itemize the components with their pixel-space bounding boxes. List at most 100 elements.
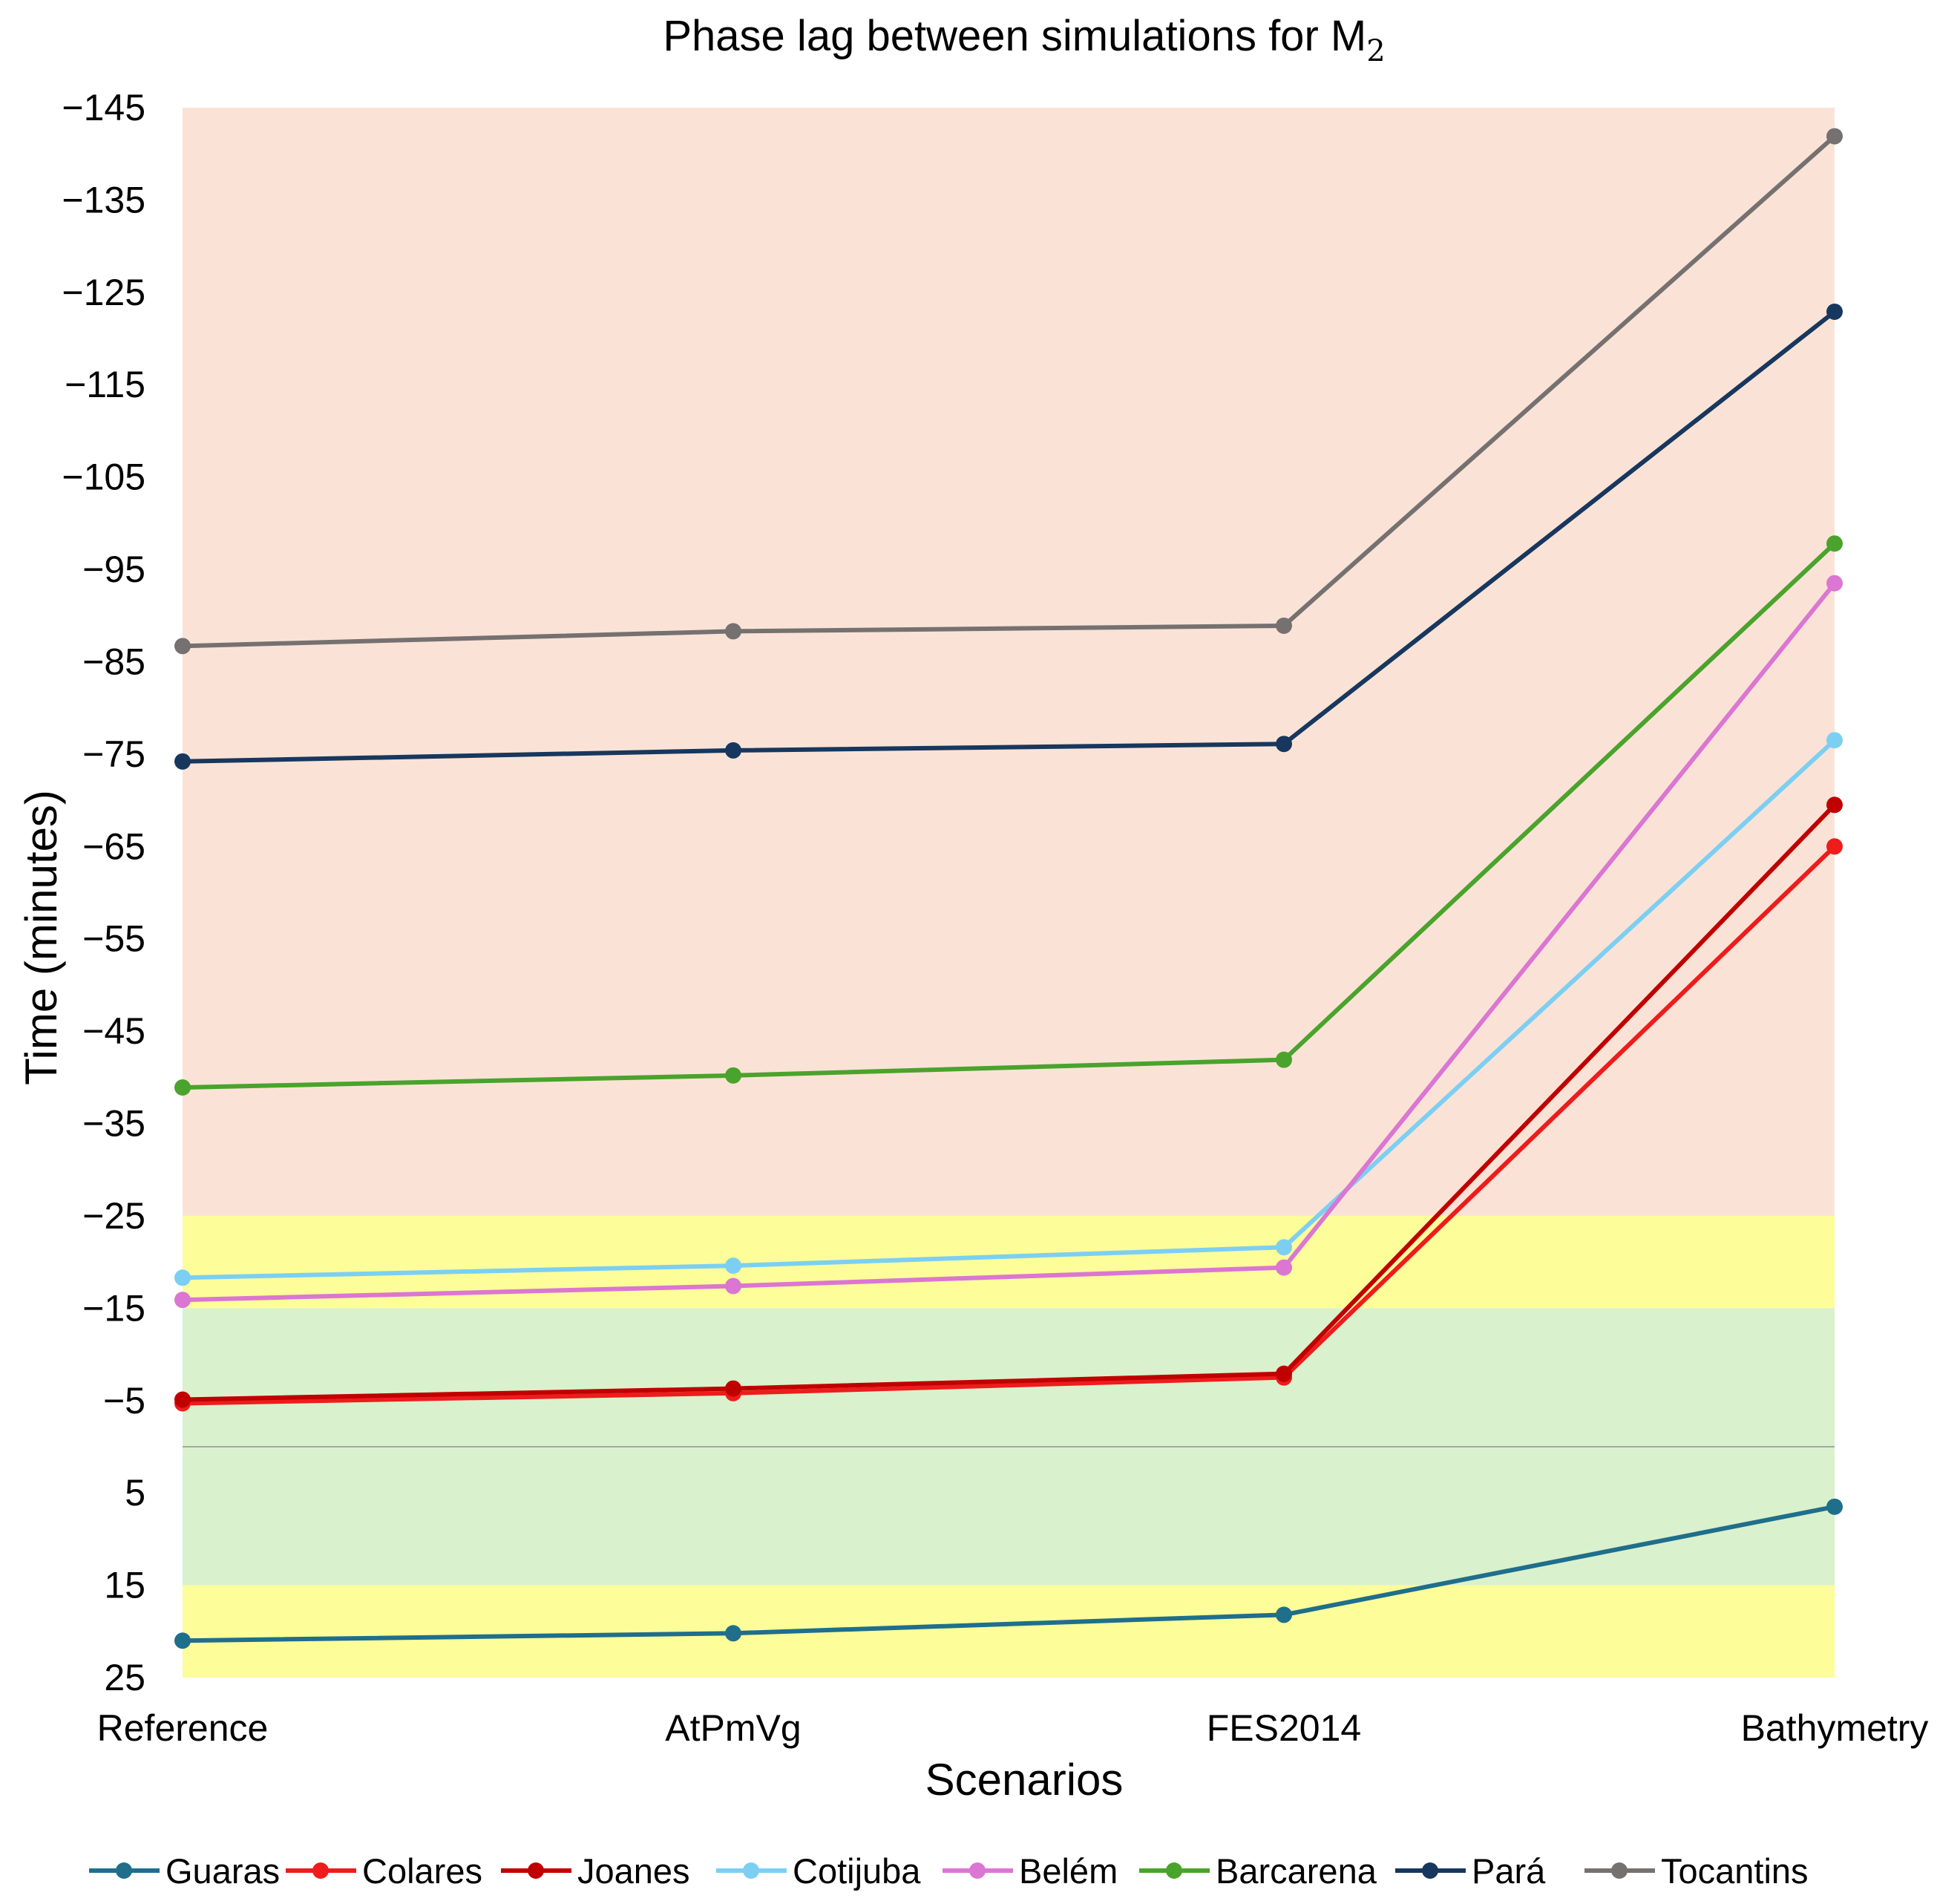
series-line <box>182 310 1836 764</box>
data-point <box>174 753 191 770</box>
data-point <box>725 742 741 759</box>
data-point <box>1276 1606 1292 1623</box>
x-tick-label: FES2014 <box>1207 1707 1361 1749</box>
legend-item: Joanes <box>501 1851 690 1891</box>
y-tick-label: −5 <box>103 1380 145 1422</box>
series-line <box>182 739 1837 1280</box>
data-point <box>174 1269 191 1286</box>
series-tocantins <box>174 128 1843 655</box>
series-belem <box>174 575 1843 1309</box>
series-joanes <box>174 796 1843 1408</box>
y-tick-label: −35 <box>82 1103 145 1145</box>
y-tick-label: −105 <box>62 457 145 498</box>
y-tick-label: −115 <box>65 364 145 405</box>
chart-title-subscript: 2 <box>1366 34 1385 68</box>
data-point <box>1826 732 1843 749</box>
legend-label: Joanes <box>577 1851 690 1891</box>
data-point <box>1276 736 1292 753</box>
series-line <box>182 542 1837 1090</box>
series-cotijuba <box>174 732 1843 1286</box>
legend-item: Colares <box>286 1851 482 1891</box>
data-point <box>1826 128 1843 145</box>
data-point <box>1276 617 1292 634</box>
chart-title-main: Phase lag between simulations for M <box>663 12 1366 60</box>
y-tick-label: −25 <box>82 1195 145 1237</box>
series-guaras <box>174 1498 1843 1649</box>
band-3 <box>183 1585 1835 1678</box>
legend-swatch-marker <box>743 1862 759 1879</box>
y-tick-label: −145 <box>62 87 145 128</box>
data-point <box>1276 1365 1292 1382</box>
series-barcarena <box>174 535 1843 1096</box>
y-tick-label: −65 <box>82 825 145 867</box>
y-tick-label: −85 <box>82 641 145 682</box>
data-point <box>725 1380 741 1397</box>
x-tick-label: AtPmVg <box>665 1707 801 1749</box>
data-point <box>1826 838 1843 855</box>
legend-swatch-marker <box>116 1862 132 1879</box>
x-axis-ticks: Reference AtPmVg FES2014 Bathymetry <box>97 1707 1929 1749</box>
legend-item: Belém <box>943 1851 1118 1891</box>
background-bands <box>183 108 1835 1678</box>
data-point <box>1826 1498 1843 1515</box>
data-point <box>174 638 191 655</box>
y-tick-label: −135 <box>62 179 145 220</box>
data-point <box>1826 303 1843 320</box>
y-tick-label: −75 <box>82 733 145 775</box>
legend-label: Tocantins <box>1661 1851 1809 1891</box>
legend-swatch-marker <box>528 1862 544 1879</box>
y-tick-label: −125 <box>62 272 145 313</box>
series-line <box>182 845 1837 1406</box>
data-point <box>725 1277 741 1295</box>
legend-swatch-marker <box>1166 1862 1182 1879</box>
data-point <box>1826 535 1843 552</box>
legend-label: Colares <box>362 1851 482 1891</box>
series-para <box>174 303 1843 770</box>
legend-label: Pará <box>1472 1851 1546 1891</box>
legend-item: Cotijuba <box>716 1851 921 1891</box>
x-axis-label: Scenarios <box>925 1755 1124 1805</box>
legend-label: Cotijuba <box>793 1851 921 1891</box>
y-tick-label: −95 <box>82 549 145 590</box>
legend-label: Guaras <box>165 1851 280 1891</box>
legend-item: Pará <box>1395 1851 1546 1891</box>
y-tick-label: 5 <box>125 1472 145 1514</box>
series-lines <box>174 128 1843 1649</box>
data-point <box>1276 1259 1292 1276</box>
legend-swatch-marker <box>1422 1862 1438 1879</box>
legend-item: Guaras <box>89 1851 280 1891</box>
legend-label: Belém <box>1019 1851 1118 1891</box>
data-point <box>1826 575 1843 592</box>
series-line <box>182 803 1837 1402</box>
data-point <box>725 623 741 640</box>
data-point <box>725 1257 741 1275</box>
data-point <box>174 1079 191 1096</box>
legend: Guaras Colares Joanes Cotijuba Belém Barcaren… <box>89 1851 1809 1891</box>
data-point <box>725 1625 741 1642</box>
y-axis-ticks: −145−135−125−115−105−95−85−75−65−55−45−3… <box>62 87 145 1698</box>
y-tick-label: 25 <box>104 1657 145 1698</box>
legend-item: Barcarena <box>1139 1851 1377 1891</box>
band-0 <box>183 108 1835 1216</box>
y-tick-label: 15 <box>104 1565 145 1606</box>
legend-swatch-marker <box>969 1862 986 1879</box>
y-tick-label: −55 <box>82 918 145 960</box>
y-tick-label: −45 <box>82 1010 145 1052</box>
series-line <box>182 1504 1835 1643</box>
x-tick-label: Bathymetry <box>1741 1707 1929 1749</box>
legend-label: Barcarena <box>1216 1851 1377 1891</box>
y-axis-label: Time (minutes) <box>16 790 66 1085</box>
data-point <box>174 1632 191 1649</box>
data-point <box>1826 796 1843 814</box>
data-point <box>174 1391 191 1408</box>
series-line <box>182 134 1836 649</box>
data-point <box>174 1292 191 1309</box>
data-point <box>1276 1051 1292 1068</box>
x-tick-label: Reference <box>97 1707 269 1749</box>
y-tick-label: −15 <box>82 1287 145 1329</box>
series-line <box>182 581 1837 1303</box>
chart-title: Phase lag between simulations for M2 <box>663 12 1385 68</box>
legend-swatch-marker <box>1611 1862 1628 1879</box>
data-point <box>1276 1239 1292 1256</box>
